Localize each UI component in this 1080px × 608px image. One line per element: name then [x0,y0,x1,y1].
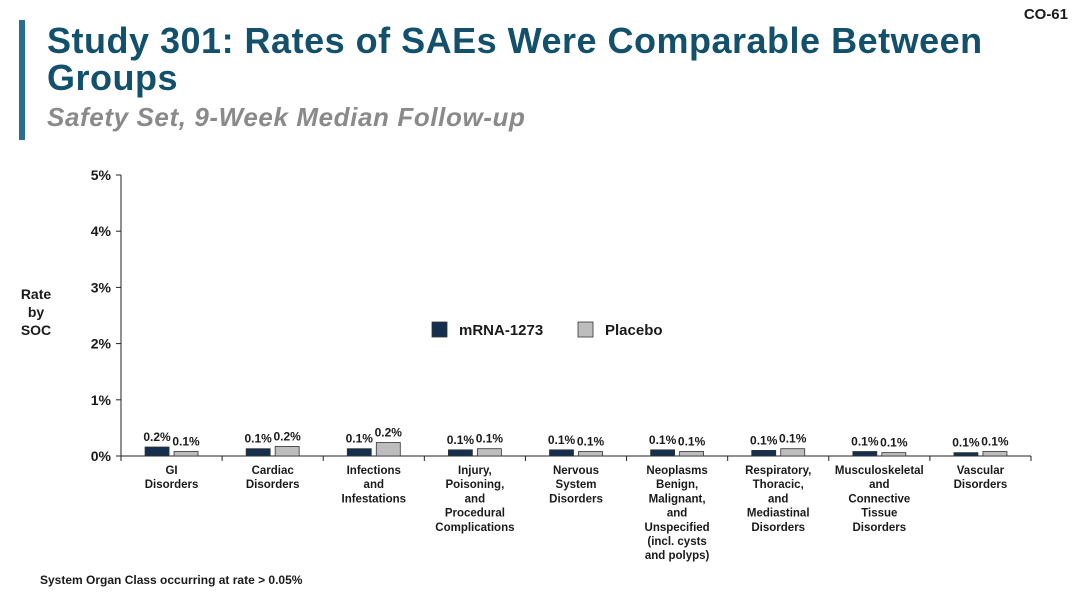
x-category-label-line: Cardiac [252,465,295,477]
x-category-label-line: Infestations [342,493,407,505]
x-category-label-line: Tissue [861,508,897,520]
y-tick-label: 2% [91,336,112,352]
y-axis-title: Rate by SOC [20,286,52,338]
placebo-data-label: 0.1% [880,436,908,450]
placebo-bar [982,451,1008,457]
x-category-label-line: and [364,479,384,491]
mrna-bar [953,452,979,457]
x-category-label-line: Musculoskeletal [835,465,924,477]
y-tick-label: 3% [91,279,112,295]
x-category-label-line: Procedural [445,508,505,520]
x-category-label-line: Connective [848,493,910,505]
placebo-bar [578,451,603,457]
x-category-label-line: Malignant, [649,493,706,505]
x-category-label-line: Injury, [458,465,492,477]
x-category-label: Respiratory, Thoracic, and Mediastinal Disor… [745,465,811,534]
x-category-label-line: Disorders [954,479,1008,491]
x-category-label-line: Nervous [553,465,599,477]
placebo-bar [375,442,401,457]
mrna-data-label: 0.1% [548,433,576,447]
x-category-label-line: and [768,493,788,505]
mrna-data-label: 0.1% [244,432,272,446]
mrna-bar [245,448,271,457]
x-category-label-line: Complications [435,522,514,534]
y-tick-label: 1% [91,392,112,408]
placebo-data-label: 0.2% [375,426,403,440]
x-category-label: Injury, Poisoning, and Procedural Complicati… [435,465,514,534]
mrna-bar [346,448,372,457]
placebo-data-label: 0.1% [577,435,605,449]
placebo-data-label: 0.1% [172,435,200,449]
mrna-data-label: 0.2% [143,430,171,444]
mrna-data-label: 0.1% [447,433,475,447]
mrna-data-label: 0.1% [750,433,778,447]
placebo-data-label: 0.2% [273,429,301,443]
x-category-label: Infections and Infestations [342,465,407,505]
x-category-label-line: Thoracic, [753,479,804,491]
x-category-label: Cardiac Disorders [246,465,300,491]
mrna-bar [447,449,473,457]
placebo-data-label: 0.1% [981,435,1009,449]
x-category-label-line: and [667,508,687,520]
x-category-label-line: and [869,479,889,491]
placebo-data-label: 0.1% [678,435,706,449]
footnote: System Organ Class occurring at rate > 0… [40,573,303,587]
slide-subtitle: Safety Set, 9-Week Median Follow-up [47,102,526,132]
placebo-bar [173,451,199,457]
legend-label-mrna: mRNA-1273 [459,322,543,339]
y-tick-label: 4% [91,223,112,239]
x-category-label-line: Disorders [549,493,603,505]
y-tick-label: 0% [91,448,112,464]
x-category-label-line: Poisoning, [445,479,504,491]
placebo-bar [679,451,705,457]
x-category-label: Musculoskeletal and Connective Tissue Disord… [835,465,924,534]
x-category-label-line: Mediastinal [747,508,810,520]
x-category-label-line: and polyps) [645,550,710,562]
x-category-label: GI Disorders [145,465,199,491]
mrna-data-label: 0.1% [346,432,374,446]
placebo-bar [476,448,502,457]
x-category-label-line: Disorders [751,522,805,534]
legend-swatch-placebo [577,321,594,338]
x-category-label: Vascular Disorders [954,465,1008,491]
x-category-label: Nervous System Disorders [549,465,603,505]
x-category-label: Neoplasms Benign, Malignant, and Unspecified… [645,465,710,562]
x-category-label-line: Infections [347,465,401,477]
x-category-label-line: Vascular [957,465,1005,477]
x-category-label-line: and [465,493,485,505]
y-tick-label: 5% [91,167,112,183]
legend-swatch-mrna [431,321,448,338]
mrna-bar [549,449,574,457]
x-category-label-line: Disorders [852,522,906,534]
mrna-bar [650,449,676,457]
x-category-label-line: Disorders [246,479,300,491]
x-category-label-line: GI [165,465,177,477]
x-category-label-line: Neoplasms [646,465,707,477]
mrna-bar [751,449,777,457]
mrna-data-label: 0.1% [952,436,980,450]
x-category-label-line: (incl. cysts [647,536,706,548]
title-accent-bar [19,20,25,140]
mrna-bar [852,451,878,457]
placebo-data-label: 0.1% [779,432,807,446]
mrna-data-label: 0.1% [649,433,677,447]
slide-title: Study 301: Rates of SAEs Were Comparable… [47,20,983,98]
mrna-bar [144,446,170,457]
mrna-data-label: 0.1% [851,435,879,449]
slide-id: CO-61 [1023,6,1068,23]
x-category-label-line: Benign, [656,479,698,491]
x-category-label-line: Respiratory, [745,465,811,477]
x-category-label-line: Unspecified [645,522,710,534]
placebo-bar [780,448,806,457]
placebo-bar [881,452,907,457]
placebo-bar [274,446,300,457]
x-category-label-line: System [556,479,597,491]
placebo-data-label: 0.1% [476,432,504,446]
legend-label-placebo: Placebo [605,322,663,339]
x-category-label-line: Disorders [145,479,199,491]
